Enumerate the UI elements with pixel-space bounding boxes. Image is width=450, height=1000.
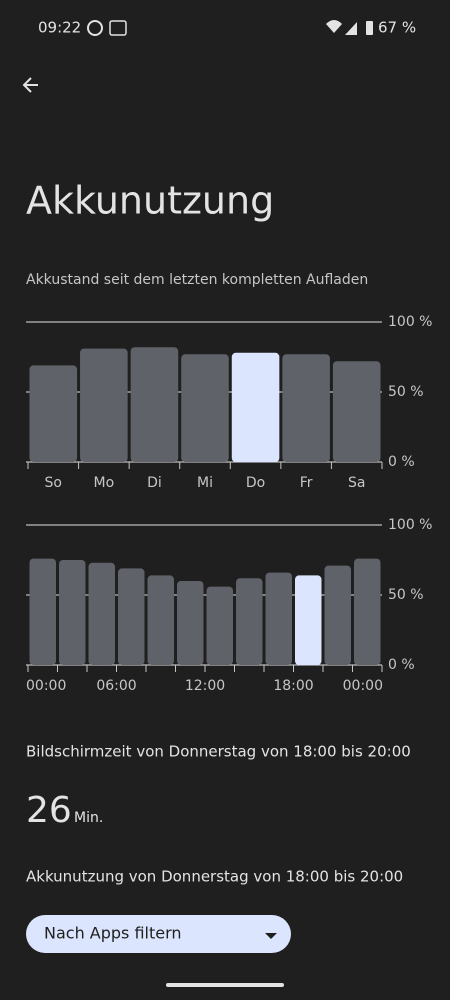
y-tick-label: 50 %: [388, 587, 424, 603]
x-tick-label: 00:00: [343, 678, 383, 694]
bar: [236, 578, 263, 665]
bar: [282, 354, 330, 462]
bar: [80, 348, 128, 462]
bar: [181, 354, 229, 462]
x-tick-label: 12:00: [185, 678, 225, 694]
status-time: 09:22: [38, 19, 81, 37]
status-battery: 67 %: [378, 19, 416, 37]
bar: [265, 572, 292, 665]
y-tick-label: 50 %: [388, 384, 424, 400]
y-tick-label: 0 %: [388, 657, 415, 673]
bar: [88, 562, 115, 665]
status-icons: [87, 20, 373, 36]
bar: [295, 575, 322, 665]
x-tick-label: Mi: [197, 475, 213, 491]
y-tick-label: 0 %: [388, 454, 415, 470]
filter-button-bg[interactable]: [26, 915, 291, 953]
x-tick-label: Do: [246, 475, 265, 491]
screen-time-value: 26: [26, 790, 72, 831]
bar: [354, 558, 381, 665]
bar: [118, 568, 145, 665]
x-tick-label: 00:00: [26, 678, 66, 694]
usage-heading: Akkunutzung von Donnerstag von 18:00 bis…: [26, 868, 403, 886]
y-tick-label: 100 %: [388, 517, 432, 533]
y-tick-label: 100 %: [388, 314, 432, 330]
bar: [332, 361, 381, 462]
chart-subtitle: Akkustand seit dem letzten kompletten Au…: [26, 272, 368, 288]
page-title: Akkunutzung: [26, 179, 274, 223]
x-tick-label: 06:00: [96, 678, 136, 694]
x-tick-label: Fr: [300, 475, 313, 491]
screen-time-unit: Min.: [74, 810, 103, 826]
x-tick-label: Sa: [348, 475, 365, 491]
bar: [231, 352, 280, 462]
bar: [177, 581, 204, 665]
bar: [29, 558, 56, 665]
filter-button[interactable]: Nach Apps filtern: [26, 915, 291, 953]
bar: [29, 365, 78, 462]
x-tick-label: Di: [147, 475, 162, 491]
filter-button-label[interactable]: Nach Apps filtern: [44, 924, 182, 943]
nav-handle: [166, 983, 284, 987]
bar: [147, 575, 174, 665]
screen-time-heading: Bildschirmzeit von Donnerstag von 18:00 …: [26, 743, 411, 761]
bar: [59, 560, 86, 665]
x-tick-label: 18:00: [273, 678, 313, 694]
bar: [130, 347, 179, 462]
back-button[interactable]: [22, 77, 38, 93]
bar: [324, 565, 351, 665]
x-tick-label: Mo: [94, 475, 115, 491]
x-tick-label: So: [45, 475, 62, 491]
bar: [206, 586, 233, 665]
